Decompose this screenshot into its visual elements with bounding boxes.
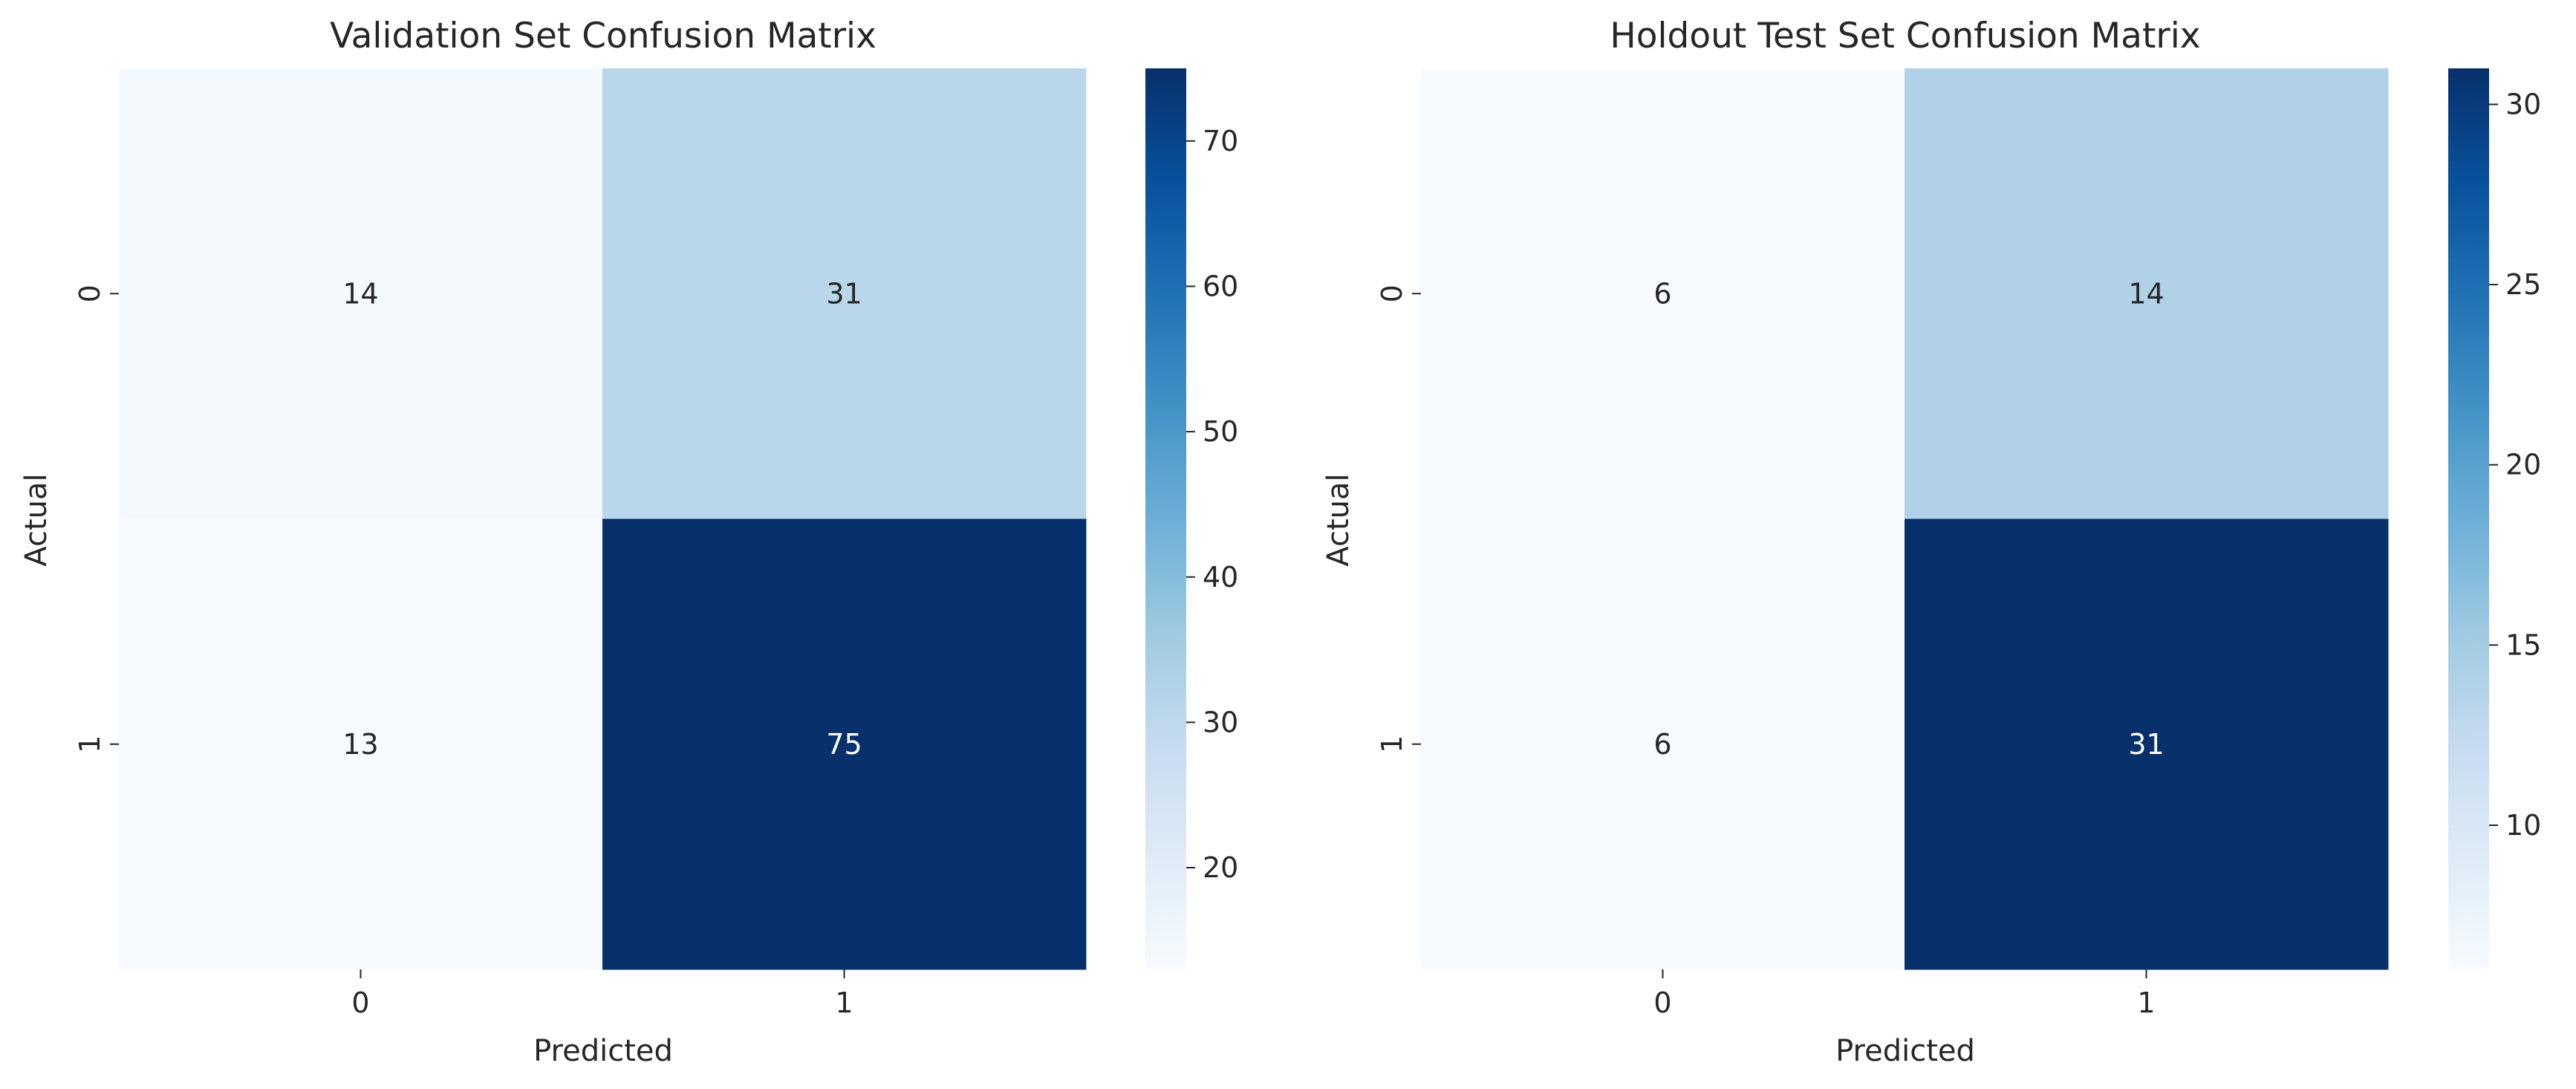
validation-colorbar-tick-label-5: 70 [1203, 125, 1238, 157]
validation-xtick-label-1: 1 [835, 986, 853, 1019]
validation-ylabel: Actual [19, 473, 53, 566]
validation-xlabel: Predicted [533, 1034, 673, 1068]
holdout-ylabel: Actual [1321, 473, 1356, 566]
validation-cell-0-1 [602, 68, 1087, 519]
validation-panel: Validation Set Confusion Matrix 14 31 13 75… [19, 16, 1238, 1068]
holdout-cell-label-1-1: 31 [2128, 728, 2164, 761]
holdout-cell-0-1 [1905, 68, 2389, 519]
holdout-colorbar: 10 15 20 25 30 [2448, 68, 2541, 969]
holdout-ytick-label-0: 0 [1376, 285, 1408, 302]
validation-colorbar-gradient [1145, 68, 1186, 969]
holdout-cell-label-0-0: 6 [1653, 277, 1671, 310]
holdout-cell-label-1-0: 6 [1653, 728, 1671, 761]
validation-cell-1-1 [602, 519, 1087, 970]
validation-cell-label-0-0: 14 [342, 277, 378, 310]
validation-cell-1-0 [119, 519, 603, 970]
holdout-xtick-label-0: 0 [1653, 986, 1671, 1019]
holdout-cell-1-1 [1905, 519, 2389, 970]
holdout-title: Holdout Test Set Confusion Matrix [1610, 16, 2200, 56]
validation-cell-0-0 [119, 68, 603, 519]
holdout-colorbar-gradient [2448, 68, 2489, 969]
validation-ytick-label-1: 1 [74, 735, 106, 753]
validation-colorbar-tick-label-0: 20 [1203, 851, 1238, 884]
holdout-xtick-label-1: 1 [2137, 986, 2155, 1019]
validation-colorbar-tick-label-2: 40 [1203, 561, 1238, 594]
holdout-colorbar-tick-label-0: 10 [2505, 809, 2541, 842]
validation-heatmap: 14 31 13 75 0 1 0 1 [74, 68, 1087, 1019]
holdout-xlabel: Predicted [1835, 1034, 1975, 1068]
holdout-panel: Holdout Test Set Confusion Matrix 6 14 6 31… [1321, 16, 2541, 1068]
holdout-colorbar-tick-label-1: 15 [2505, 628, 2541, 661]
validation-ytick-label-0: 0 [74, 285, 106, 302]
validation-xtick-label-0: 0 [351, 986, 369, 1019]
holdout-heatmap: 6 14 6 31 0 1 0 1 [1376, 68, 2389, 1019]
holdout-cell-1-0 [1421, 519, 1905, 970]
validation-cell-label-1-0: 13 [342, 728, 378, 761]
validation-colorbar-tick-label-3: 50 [1203, 415, 1238, 448]
validation-cell-label-1-1: 75 [826, 728, 862, 761]
holdout-ytick-label-1: 1 [1376, 735, 1408, 753]
holdout-colorbar-tick-label-3: 25 [2505, 268, 2541, 301]
validation-colorbar: 20 30 40 50 60 70 [1145, 68, 1238, 969]
validation-cell-label-0-1: 31 [826, 277, 862, 310]
validation-colorbar-tick-label-1: 30 [1203, 706, 1238, 738]
holdout-colorbar-tick-label-4: 30 [2505, 88, 2541, 121]
validation-title: Validation Set Confusion Matrix [330, 16, 876, 56]
holdout-cell-0-0 [1421, 68, 1905, 519]
holdout-cell-label-0-1: 14 [2128, 277, 2164, 310]
validation-colorbar-tick-label-4: 60 [1203, 270, 1238, 302]
holdout-colorbar-tick-label-2: 20 [2505, 449, 2541, 481]
